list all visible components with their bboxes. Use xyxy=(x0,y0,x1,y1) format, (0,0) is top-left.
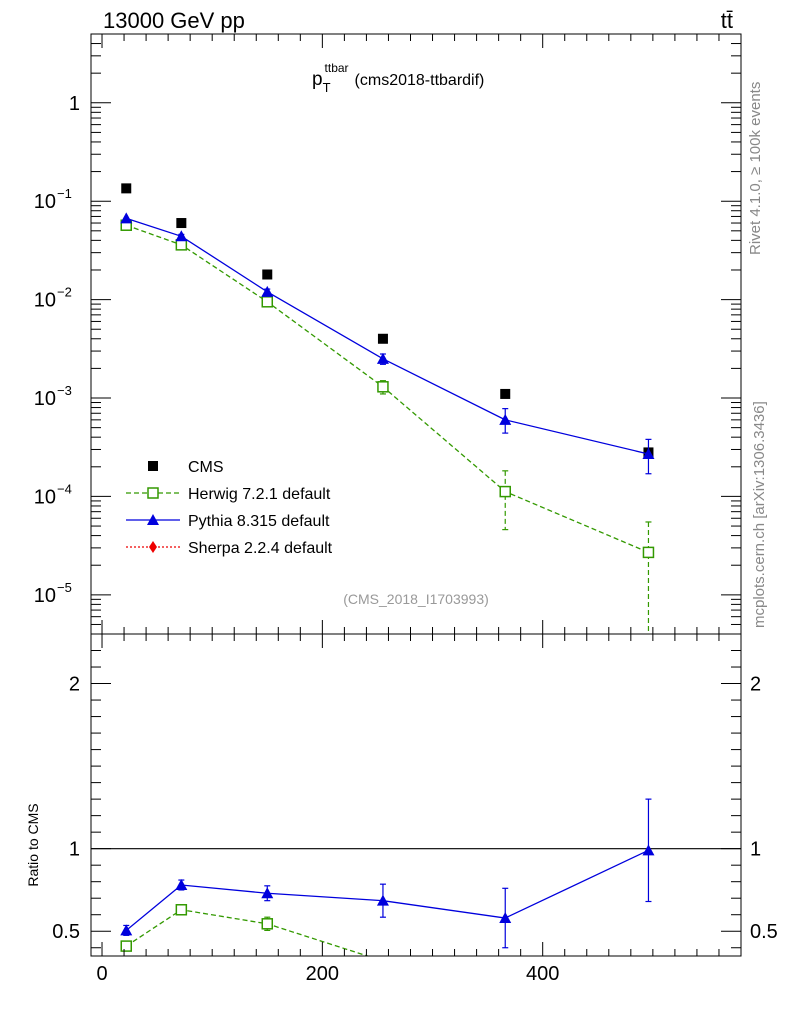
title-main: p xyxy=(312,69,323,90)
data-point-herwig xyxy=(499,485,511,498)
title-rest: (cms2018-ttbardif) xyxy=(355,72,485,89)
legend-marker-sherpa xyxy=(149,541,157,553)
data-point-cms xyxy=(377,333,388,344)
y-tick-exponent: −5 xyxy=(57,580,72,595)
energy-label: 13000 GeV pp xyxy=(103,8,245,33)
ratio-y-tick-label-left: 0.5 xyxy=(52,921,80,943)
ratio-y-tick-label-right: 0.5 xyxy=(750,921,778,943)
series-line-herwig xyxy=(126,224,649,553)
legend-label-cms: CMS xyxy=(188,459,224,476)
ratio-y-label: Ratio to CMS xyxy=(25,803,41,886)
ratio-point-herwig xyxy=(120,940,133,952)
data-point-herwig xyxy=(261,296,274,308)
ratio-line-pythia xyxy=(125,849,649,931)
ratio-y-tick-label-right: 2 xyxy=(750,674,761,696)
y-tick-label: 10 xyxy=(34,191,56,213)
data-point-herwig xyxy=(642,546,655,559)
ratio-line-herwig xyxy=(125,909,370,956)
legend-label-sherpa: Sherpa 2.2.4 default xyxy=(188,540,333,557)
x-tick-label: 200 xyxy=(306,963,339,985)
y-tick-exponent: −2 xyxy=(57,285,72,300)
data-point-pythia xyxy=(376,352,389,364)
legend-marker-pythia xyxy=(147,514,159,525)
ratio-point-pythia xyxy=(175,878,188,890)
rivet-label: Rivet 4.1.0, ≥ 100k events xyxy=(747,82,764,255)
data-point-cms xyxy=(262,269,273,280)
data-point-pythia xyxy=(261,285,274,297)
data-point-pythia xyxy=(642,447,655,459)
y-tick-label: 10 xyxy=(34,585,56,607)
ratio-point-herwig xyxy=(175,904,188,916)
data-point-pythia xyxy=(499,413,512,425)
ratio-point-pythia xyxy=(642,844,655,856)
y-tick-label: 10 xyxy=(34,388,56,410)
data-point-pythia xyxy=(175,230,188,242)
x-tick-label: 400 xyxy=(526,963,559,985)
y-tick-exponent: −1 xyxy=(57,186,72,201)
ratio-plot-frame xyxy=(90,633,742,957)
y-tick-label: 10 xyxy=(34,290,56,312)
data-point-cms xyxy=(500,388,511,399)
x-tick-label: 0 xyxy=(96,963,107,985)
title-sup: ttbar xyxy=(325,61,349,75)
plot-title: pTttbar (cms2018-ttbardif) xyxy=(312,61,484,95)
ratio-point-pythia xyxy=(120,924,133,936)
y-tick-label: 10 xyxy=(34,486,56,508)
ratio-series-group xyxy=(120,798,655,956)
legend-label-pythia: Pythia 8.315 default xyxy=(188,513,330,530)
y-tick-exponent: −4 xyxy=(57,481,72,496)
legend-label-herwig: Herwig 7.2.1 default xyxy=(188,486,331,503)
data-point-herwig xyxy=(377,381,389,393)
data-point-cms xyxy=(121,183,132,194)
process-label: tt̄ xyxy=(721,8,733,33)
mcplots-label: mcplots.cern.ch [arXiv:1306.3436] xyxy=(751,401,768,628)
y-tick-label: 1 xyxy=(69,93,80,115)
data-point-pythia xyxy=(120,212,133,224)
ratio-y-tick-label-right: 1 xyxy=(750,839,761,861)
title-sub: T xyxy=(323,80,331,95)
series-line-pythia xyxy=(126,217,649,455)
ratio-y-tick-label-left: 1 xyxy=(69,839,80,861)
ratio-y-tick-label-left: 2 xyxy=(69,674,80,696)
ratio-point-pythia xyxy=(261,887,274,899)
ratio-point-herwig xyxy=(261,918,274,930)
analysis-watermark: (CMS_2018_I1703993) xyxy=(343,591,489,607)
legend-marker-cms xyxy=(148,461,158,471)
data-point-herwig xyxy=(175,239,188,251)
data-point-cms xyxy=(176,218,187,229)
y-tick-exponent: −3 xyxy=(57,383,72,398)
ratio-point-pythia xyxy=(376,894,389,906)
ratio-point-pythia xyxy=(499,912,512,924)
legend-marker-herwig xyxy=(147,487,159,499)
